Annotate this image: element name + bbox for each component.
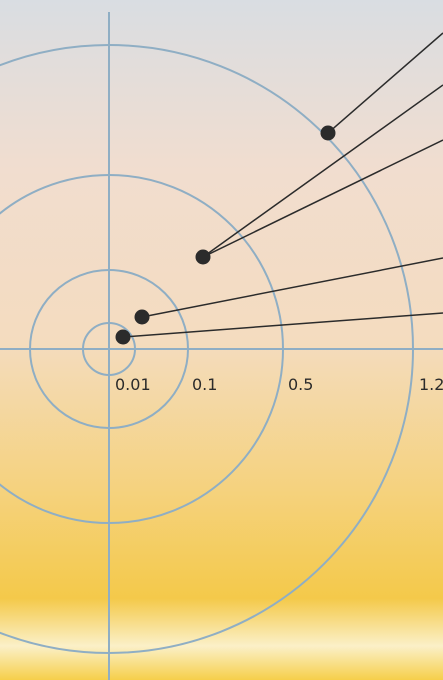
ring <box>0 174 284 524</box>
leader-line <box>122 312 443 338</box>
dot <box>195 249 211 265</box>
leader-line <box>327 32 443 134</box>
ring-label: 1.2 <box>419 375 443 394</box>
dot <box>320 125 336 141</box>
leader-line <box>141 257 443 318</box>
ring-label: 0.01 <box>115 375 151 394</box>
ring <box>0 44 414 654</box>
dot <box>115 329 131 345</box>
leader-line <box>202 84 443 258</box>
ring-label: 0.1 <box>192 375 217 394</box>
dot <box>134 309 150 325</box>
ring-label: 0.5 <box>288 375 313 394</box>
leader-line <box>202 139 443 258</box>
ring <box>82 322 136 376</box>
ring <box>29 269 189 429</box>
